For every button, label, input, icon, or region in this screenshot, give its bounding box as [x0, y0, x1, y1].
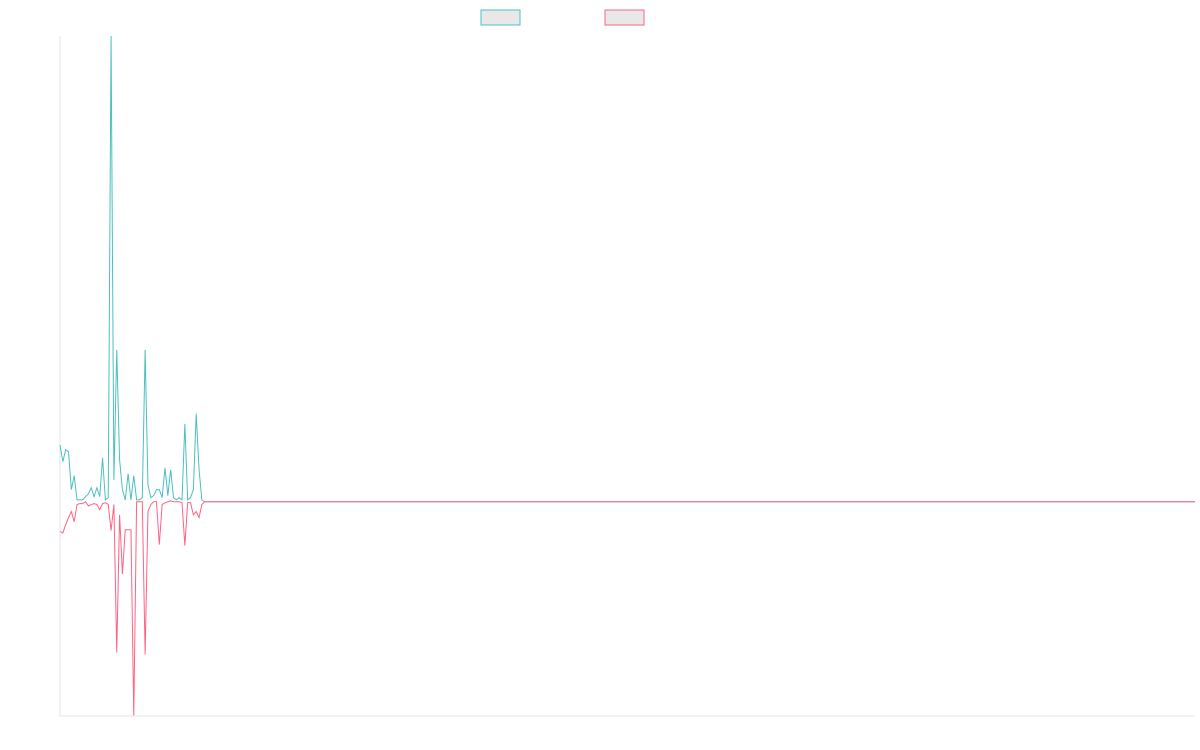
- series-line: [59, 500, 1195, 716]
- series-line: [59, 35, 1195, 503]
- legend-swatch: [480, 9, 521, 26]
- legend-swatch: [604, 9, 645, 26]
